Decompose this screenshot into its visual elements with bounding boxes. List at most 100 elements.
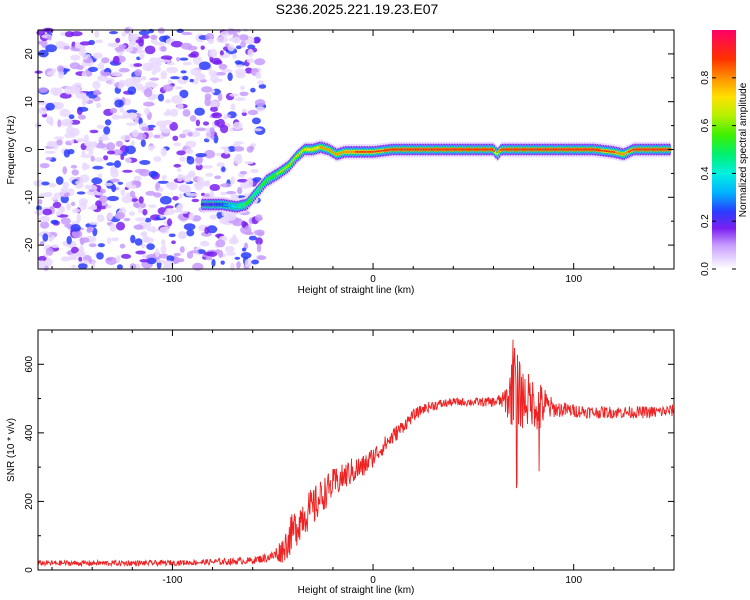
noise-blob: [64, 68, 70, 72]
noise-blob: [167, 218, 172, 227]
noise-blob: [95, 142, 106, 149]
noise-blob: [81, 71, 87, 77]
noise-blob: [115, 37, 121, 44]
noise-blob: [254, 99, 266, 107]
noise-blob: [77, 263, 88, 270]
noise-blob: [128, 211, 135, 217]
noise-blob: [153, 134, 160, 139]
noise-blob: [42, 208, 52, 216]
noise-blob: [233, 141, 244, 145]
noise-blob: [253, 37, 261, 44]
noise-blob: [163, 112, 171, 116]
noise-blob: [70, 164, 78, 169]
noise-blob: [176, 150, 186, 156]
noise-blob: [58, 207, 65, 212]
noise-blob: [75, 138, 87, 143]
noise-blob: [182, 61, 193, 66]
noise-blob: [81, 162, 88, 171]
noise-blob: [216, 36, 228, 44]
snr-ytick-label: 0: [24, 567, 35, 573]
noise-blob: [240, 252, 252, 259]
noise-blob: [197, 176, 204, 183]
noise-blob: [247, 48, 254, 58]
noise-blob: [50, 219, 59, 225]
noise-blob: [182, 75, 189, 81]
noise-blob: [143, 101, 155, 107]
noise-blob: [76, 213, 81, 223]
noise-blob: [251, 259, 259, 265]
noise-blob: [232, 121, 243, 130]
noise-blob: [249, 145, 255, 151]
noise-blob: [114, 46, 125, 52]
noise-blob: [205, 256, 213, 261]
noise-blob: [115, 140, 123, 147]
noise-blob: [46, 142, 55, 148]
noise-blob: [221, 69, 233, 73]
snr-xlabel: Height of straight line (km): [298, 585, 415, 596]
noise-blob: [77, 106, 89, 112]
noise-blob: [255, 237, 263, 245]
noise-blob: [92, 52, 103, 59]
noise-blob: [202, 121, 210, 126]
noise-blob: [197, 249, 206, 255]
noise-blob: [160, 46, 167, 52]
noise-blob: [163, 260, 175, 268]
snr-series-line: [37, 339, 675, 568]
noise-blob: [145, 190, 156, 196]
noise-blob: [174, 86, 183, 90]
noise-blob: [44, 191, 53, 198]
noise-blob: [159, 124, 167, 133]
noise-blob: [126, 109, 138, 114]
noise-blob: [150, 38, 158, 44]
noise-blob: [56, 65, 64, 73]
noise-blob: [53, 192, 62, 199]
noise-blob: [219, 191, 228, 196]
snr-line-layer: [37, 339, 675, 568]
noise-blob: [250, 143, 257, 147]
noise-blob: [207, 38, 214, 45]
noise-blob: [138, 169, 151, 177]
noise-blob: [190, 51, 199, 58]
noise-blob: [131, 184, 137, 189]
noise-blob: [75, 180, 83, 186]
noise-blob: [160, 70, 167, 80]
noise-blob: [70, 224, 81, 232]
noise-blob: [106, 77, 115, 86]
noise-blob: [45, 247, 54, 256]
noise-blob: [201, 231, 212, 237]
noise-blob: [38, 101, 49, 106]
noise-blob: [250, 168, 259, 174]
noise-blob: [170, 76, 180, 80]
noise-blob: [134, 238, 143, 246]
noise-blob: [107, 195, 119, 202]
noise-blob: [133, 224, 144, 230]
noise-blob: [154, 42, 166, 46]
noise-blob: [106, 212, 114, 221]
noise-blob: [141, 34, 150, 39]
noise-blob: [204, 226, 210, 234]
noise-blob: [125, 192, 131, 199]
noise-blob: [96, 252, 104, 260]
colorbar-tick-label: 0.8: [700, 70, 711, 84]
noise-blob: [113, 160, 122, 168]
noise-blob: [209, 127, 215, 136]
noise-blob: [241, 111, 247, 117]
noise-blob: [186, 156, 195, 165]
noise-blob: [235, 64, 244, 68]
noise-blob: [159, 226, 170, 234]
spectrogram-xtick-label: 100: [565, 274, 582, 285]
noise-blob: [95, 102, 102, 109]
snr-xtick-label: 100: [565, 575, 582, 586]
noise-blob: [229, 93, 239, 97]
spectrogram-ytick-label: 20: [24, 48, 35, 60]
noise-blob: [101, 57, 110, 64]
spectrogram-ytick-label: -10: [24, 190, 35, 205]
colorbar-label: Normalized spectral amplitude: [738, 82, 749, 217]
noise-blob: [218, 63, 228, 70]
noise-blob: [171, 40, 183, 48]
noise-blob: [206, 251, 218, 257]
noise-blob: [136, 49, 146, 54]
noise-blob: [192, 56, 203, 65]
noise-blob: [118, 79, 126, 88]
snr-xtick-label: -100: [162, 575, 182, 586]
